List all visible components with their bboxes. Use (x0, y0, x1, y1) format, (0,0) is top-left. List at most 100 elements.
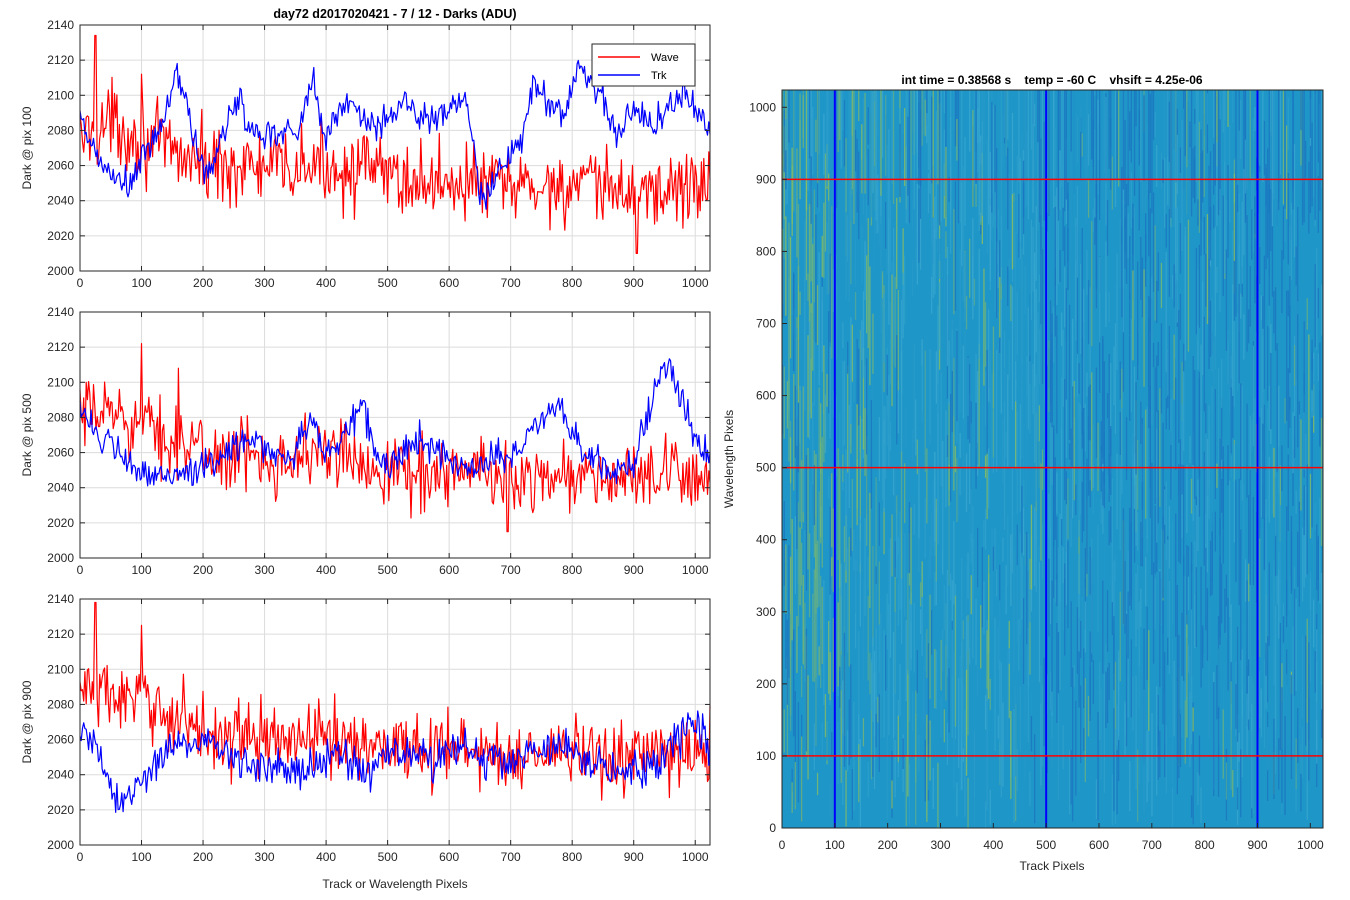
heatmap-streak (1053, 306, 1055, 363)
heatmap-streak (913, 90, 915, 210)
heatmap-streak (1273, 447, 1275, 518)
xtick-label: 400 (316, 276, 336, 290)
heatmap-streak (1263, 120, 1266, 176)
xtick-label: 100 (132, 276, 152, 290)
heatmap-streak (1106, 667, 1109, 724)
heatmap-streak (831, 206, 833, 330)
heatmap-streak (869, 492, 871, 609)
heatmap-streak (1197, 324, 1199, 370)
heatmap-streak (1156, 428, 1158, 543)
heatmap-streak (967, 621, 969, 651)
heatmap-streak (847, 365, 849, 473)
heatmap-streak (1309, 473, 1312, 539)
heatmap-streak (1249, 90, 1251, 179)
xtick-label: 200 (193, 850, 213, 864)
heatmap-streak (1240, 99, 1242, 159)
heatmap-streak (829, 785, 831, 817)
heatmap-markers (782, 90, 1323, 828)
heatmap-streak (946, 247, 949, 366)
heatmap-streak (845, 449, 847, 571)
heatmap-streak (878, 146, 880, 246)
heatmap-streak (862, 581, 865, 681)
ytick-label: 2100 (47, 375, 74, 389)
heatmap-streak (937, 221, 939, 253)
heatmap-streak (1092, 90, 1094, 179)
heatmap-streak (1110, 90, 1112, 190)
heatmap-streak (1160, 262, 1163, 308)
heatmap-streak (1198, 121, 1201, 233)
heatmap-streak (964, 688, 966, 817)
heatmap-streak (831, 557, 833, 590)
heatmap-streak (943, 90, 945, 113)
heatmap-streak (1051, 715, 1053, 769)
series-group (79, 343, 711, 533)
heatmap-streak (877, 90, 879, 137)
heatmap-streak (1011, 112, 1014, 224)
heatmap-streak (894, 541, 896, 577)
heatmap-streak (1133, 366, 1136, 479)
heatmap-streak (965, 669, 968, 776)
heatmap-streak (1067, 227, 1069, 291)
heatmap-streak (1313, 359, 1315, 416)
heatmap-streak (989, 152, 991, 198)
heatmap-streak (1059, 90, 1061, 151)
heatmap-streak (1251, 676, 1253, 809)
ytick-label: 2020 (47, 516, 74, 530)
heatmap-streak (1132, 203, 1134, 255)
heatmap-streak (1316, 629, 1318, 764)
heatmap-streak (994, 104, 996, 216)
heatmap-streak (1282, 616, 1285, 644)
heatmap-streak (793, 272, 795, 372)
heatmap-streak (848, 536, 850, 667)
heatmap-streak (1156, 145, 1158, 187)
heatmap-streak (1202, 281, 1204, 375)
heatmap-streak (1248, 495, 1250, 575)
heatmap-streak (1292, 626, 1294, 755)
heatmap-streak (1236, 714, 1239, 825)
heatmap-streak (1054, 267, 1056, 337)
heatmap-streak (1151, 276, 1153, 337)
heatmap-streak (1271, 193, 1274, 297)
heatmap-streak (1022, 425, 1025, 508)
heatmap-streak (1040, 462, 1042, 561)
heatmap-streak (1254, 398, 1256, 467)
heatmap-streak (1129, 507, 1131, 606)
heatmap-streak (1289, 276, 1291, 411)
heatmap-streak (1080, 107, 1082, 132)
heatmap-streak (872, 755, 874, 777)
heatmap-streak (1246, 90, 1248, 190)
heatmap-streak (1084, 601, 1086, 653)
heatmap-streak (1265, 167, 1267, 270)
heatmap-streak (1038, 441, 1041, 563)
heatmap-streak (1282, 642, 1285, 751)
heatmap-streak (1056, 516, 1058, 580)
heatmap-streak (1002, 114, 1004, 167)
heatmap-streak (916, 90, 918, 178)
series-line-trk (79, 59, 711, 210)
heatmap-streak (813, 189, 815, 303)
heatmap-streak (1300, 774, 1302, 812)
heatmap-streak (861, 320, 863, 360)
heatmap-streak (1022, 480, 1025, 556)
heatmap-streak (1032, 364, 1034, 415)
heatmap-streak (881, 374, 884, 500)
line-panel-1: 0 100 200 300 400 500 600 700 800 900 100020002020… (20, 18, 711, 290)
heatmap-streak (989, 678, 991, 710)
heatmap-streak (1190, 795, 1193, 818)
heatmap-streak (813, 569, 815, 682)
heatmap-streak (794, 762, 796, 810)
heatmap-streak (1081, 481, 1083, 597)
heatmap-streak (837, 721, 839, 785)
heatmap-streak (1195, 398, 1197, 460)
heatmap-streak (1203, 216, 1205, 255)
heatmap-streak (1301, 635, 1304, 719)
heatmap-streak (915, 532, 917, 636)
heatmap-streak (1056, 574, 1058, 607)
heatmap-streak (810, 480, 812, 555)
heatmap-streak (1289, 226, 1291, 325)
heatmap-streak (994, 218, 996, 312)
heatmap-streak (1021, 619, 1023, 663)
heatmap-streak (915, 399, 917, 456)
heatmap-streak (829, 582, 831, 705)
heatmap-streak (1260, 295, 1262, 321)
